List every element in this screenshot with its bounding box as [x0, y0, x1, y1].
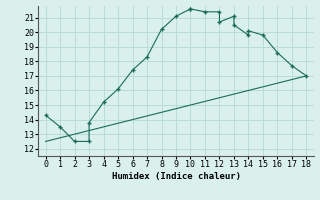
X-axis label: Humidex (Indice chaleur): Humidex (Indice chaleur): [111, 172, 241, 181]
